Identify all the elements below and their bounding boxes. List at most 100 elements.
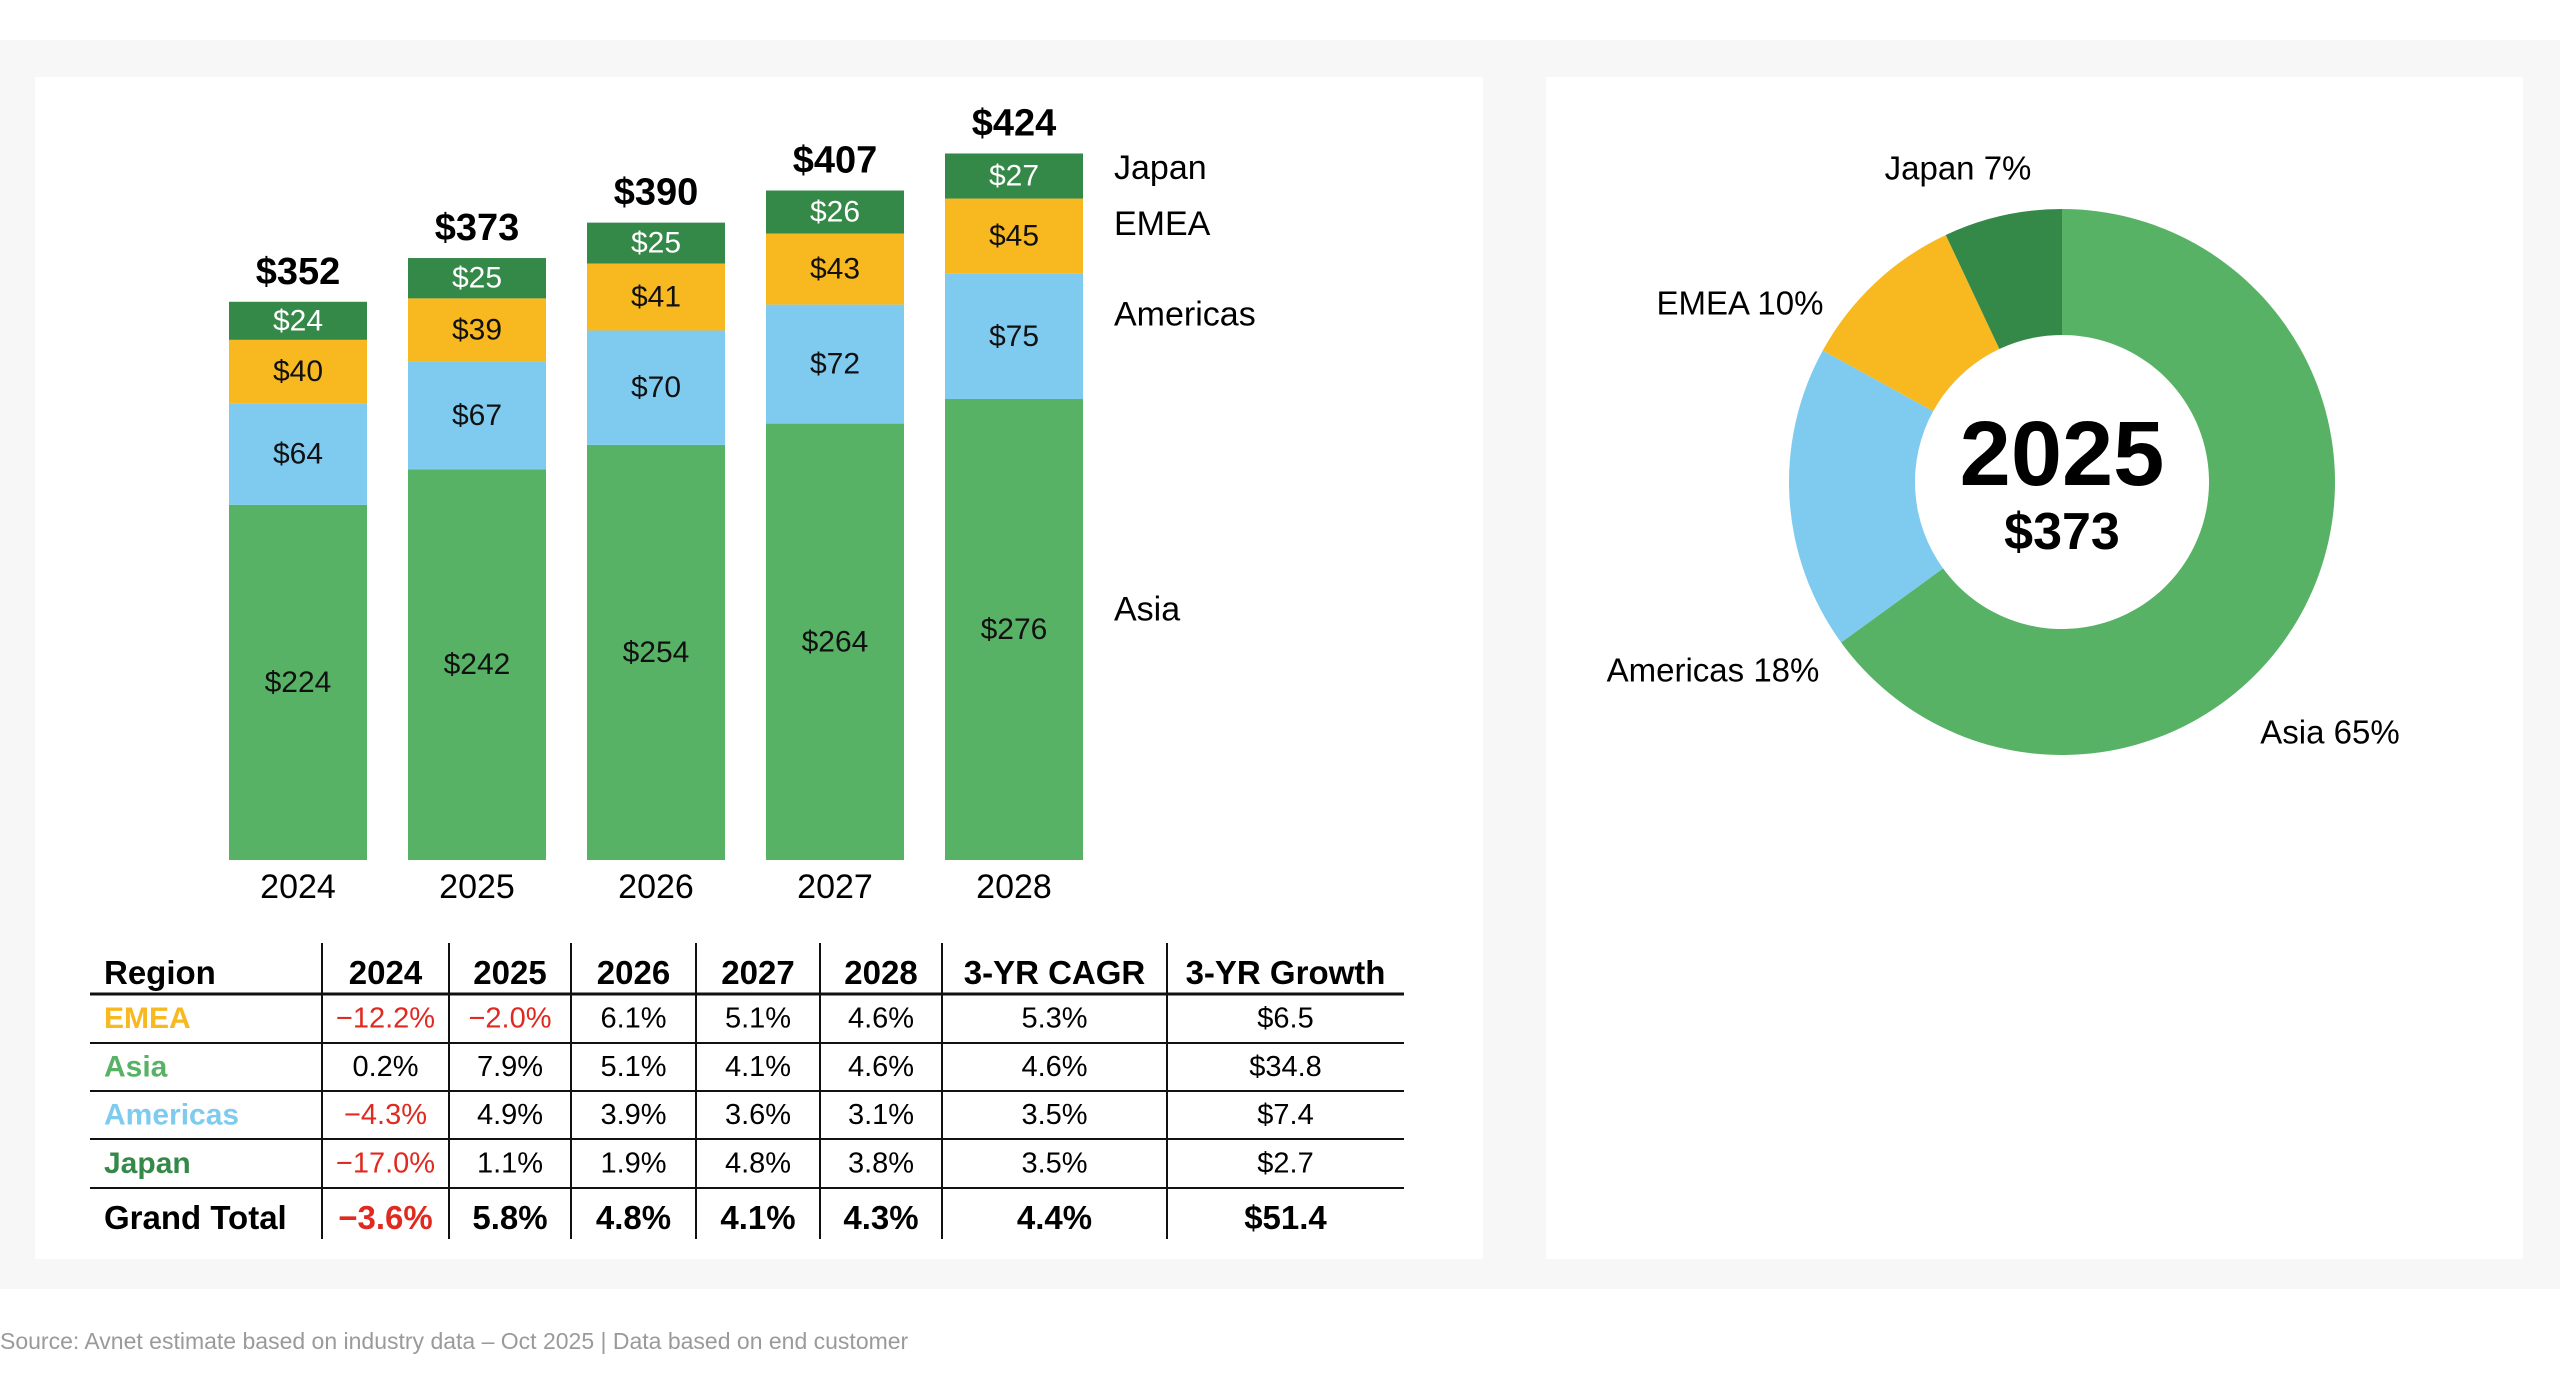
bar-total-label: $390	[614, 172, 699, 214]
bar-total-label: $352	[256, 251, 341, 293]
donut-slice-americas	[1788, 350, 1944, 643]
table-region-cell: Grand Total	[104, 1199, 287, 1236]
bar-2027: $264 $72 $43 $26 $407 2027	[766, 140, 904, 906]
table-region-cell: Asia	[104, 1051, 168, 1084]
legend-label-asia: Asia	[1114, 591, 1180, 629]
table-value-cell: −3.6%	[338, 1199, 433, 1236]
x-tick-label: 2026	[618, 868, 694, 906]
segment-label-americas: $64	[273, 438, 323, 471]
bar-segment-emea	[229, 339, 367, 404]
segment-label-japan: $27	[989, 160, 1039, 193]
table-value-cell: 4.6%	[1021, 1051, 1087, 1083]
table-value-cell: $7.4	[1257, 1099, 1313, 1131]
bar-segment-asia	[408, 469, 546, 860]
table-value-cell: 1.1%	[477, 1148, 543, 1180]
table-header-cell: 2028	[844, 954, 917, 991]
segment-label-asia: $224	[265, 666, 332, 699]
table-header-cell: 3-YR Growth	[1186, 954, 1386, 991]
segment-label-emea: $41	[631, 280, 681, 313]
bar-segment-emea	[766, 233, 904, 305]
table-value-cell: $51.4	[1244, 1199, 1327, 1236]
table-value-cell: −17.0%	[336, 1148, 435, 1180]
table-header-cell: Region	[104, 954, 216, 991]
segment-label-asia: $242	[444, 648, 511, 681]
bar-legend: Japan EMEA Americas Asia	[1114, 149, 1256, 628]
donut-label-asia: Asia 65%	[2260, 714, 2399, 751]
table-value-cell: 3.9%	[600, 1099, 666, 1131]
table-value-cell: 3.1%	[848, 1099, 914, 1131]
bar-segment-emea	[945, 198, 1083, 274]
table-value-cell: 5.1%	[725, 1003, 791, 1035]
table-value-cell: $6.5	[1257, 1003, 1313, 1035]
table-value-cell: 5.8%	[472, 1199, 547, 1236]
table-value-cell: 6.1%	[600, 1003, 666, 1035]
table-value-cell: $34.8	[1249, 1051, 1322, 1083]
bar-segment-emea	[408, 298, 546, 362]
x-tick-label: 2027	[797, 868, 873, 906]
x-tick-label: 2024	[260, 868, 336, 906]
table-value-cell: $2.7	[1257, 1148, 1313, 1180]
table-header-cell: 2024	[349, 954, 423, 991]
table-value-cell: 4.1%	[720, 1199, 795, 1236]
bar-segment-japan	[408, 258, 546, 299]
table-value-cell: 4.9%	[477, 1099, 543, 1131]
table-value-cell: 4.6%	[848, 1051, 914, 1083]
bar-segment-americas	[229, 403, 367, 505]
table-region-cell: EMEA	[104, 1002, 191, 1035]
segment-label-japan: $26	[810, 196, 860, 229]
bar-segment-americas	[408, 361, 546, 470]
segment-label-emea: $39	[452, 313, 502, 346]
table-value-cell: −12.2%	[336, 1003, 435, 1035]
bar-segment-asia	[229, 504, 367, 860]
source-footnote: Source: Avnet estimate based on industry…	[0, 1328, 909, 1354]
segment-label-americas: $70	[631, 371, 681, 404]
table-value-cell: 3.8%	[848, 1148, 914, 1180]
table-value-cell: 7.9%	[477, 1051, 543, 1083]
segment-label-americas: $75	[989, 320, 1039, 353]
table-value-cell: 1.9%	[600, 1148, 666, 1180]
table-value-cell: 0.2%	[352, 1051, 418, 1083]
stacked-bar-chart: $224 $64 $40 $24 $352 2024 $242 $67 $39 $25 $373 20…	[229, 102, 1083, 906]
donut-label-emea: EMEA 10%	[1657, 285, 1824, 322]
bar-2028: $276 $75 $45 $27 $424 2028	[945, 102, 1083, 906]
bar-segment-asia	[766, 423, 904, 860]
table-value-cell: −2.0%	[468, 1003, 551, 1035]
donut-chart: Asia 65% Americas 18% EMEA 10% Japan 7% 2025…	[1607, 150, 2400, 755]
donut-label-japan: Japan 7%	[1885, 150, 2032, 187]
table-value-cell: 4.3%	[843, 1199, 918, 1236]
bar-total-label: $373	[435, 207, 520, 249]
segment-label-americas: $67	[452, 399, 502, 432]
table-value-cell: 4.8%	[725, 1148, 791, 1180]
bar-segment-japan	[945, 153, 1083, 199]
segment-label-asia: $264	[802, 625, 869, 658]
bar-2025: $242 $67 $39 $25 $373 2025	[408, 207, 546, 906]
bar-segment-asia	[945, 399, 1083, 860]
growth-table: Region 2024 2025 2026 2027 2028 3-YR CAGR 3-YR …	[90, 943, 1404, 1239]
legend-label-americas: Americas	[1114, 295, 1256, 333]
segment-label-japan: $24	[273, 304, 323, 337]
legend-label-emea: EMEA	[1114, 205, 1211, 243]
table-region-cell: Americas	[104, 1099, 239, 1132]
donut-slice-emea	[1822, 234, 2000, 412]
segment-label-asia: $276	[981, 613, 1048, 646]
donut-center-year: 2025	[1960, 403, 2165, 505]
donut-label-americas: Americas 18%	[1607, 652, 1820, 689]
table-value-cell: 3.5%	[1021, 1099, 1087, 1131]
bar-segment-japan	[229, 301, 367, 340]
bar-segment-americas	[766, 304, 904, 424]
segment-label-emea: $45	[989, 220, 1039, 253]
x-tick-label: 2025	[439, 868, 515, 906]
table-value-cell: 4.1%	[725, 1051, 791, 1083]
segment-label-japan: $25	[631, 227, 681, 260]
bar-segment-americas	[587, 330, 725, 445]
table-header-cell: 3-YR CAGR	[964, 954, 1146, 991]
bar-total-label: $424	[972, 102, 1057, 144]
legend-label-japan: Japan	[1114, 149, 1207, 187]
x-tick-label: 2028	[976, 868, 1052, 906]
table-value-cell: 5.3%	[1021, 1003, 1087, 1035]
donut-center-total: $373	[2004, 503, 2120, 561]
donut-slice-japan	[1945, 209, 2062, 349]
table-header-cell: 2027	[721, 954, 794, 991]
segment-label-asia: $254	[623, 636, 690, 669]
